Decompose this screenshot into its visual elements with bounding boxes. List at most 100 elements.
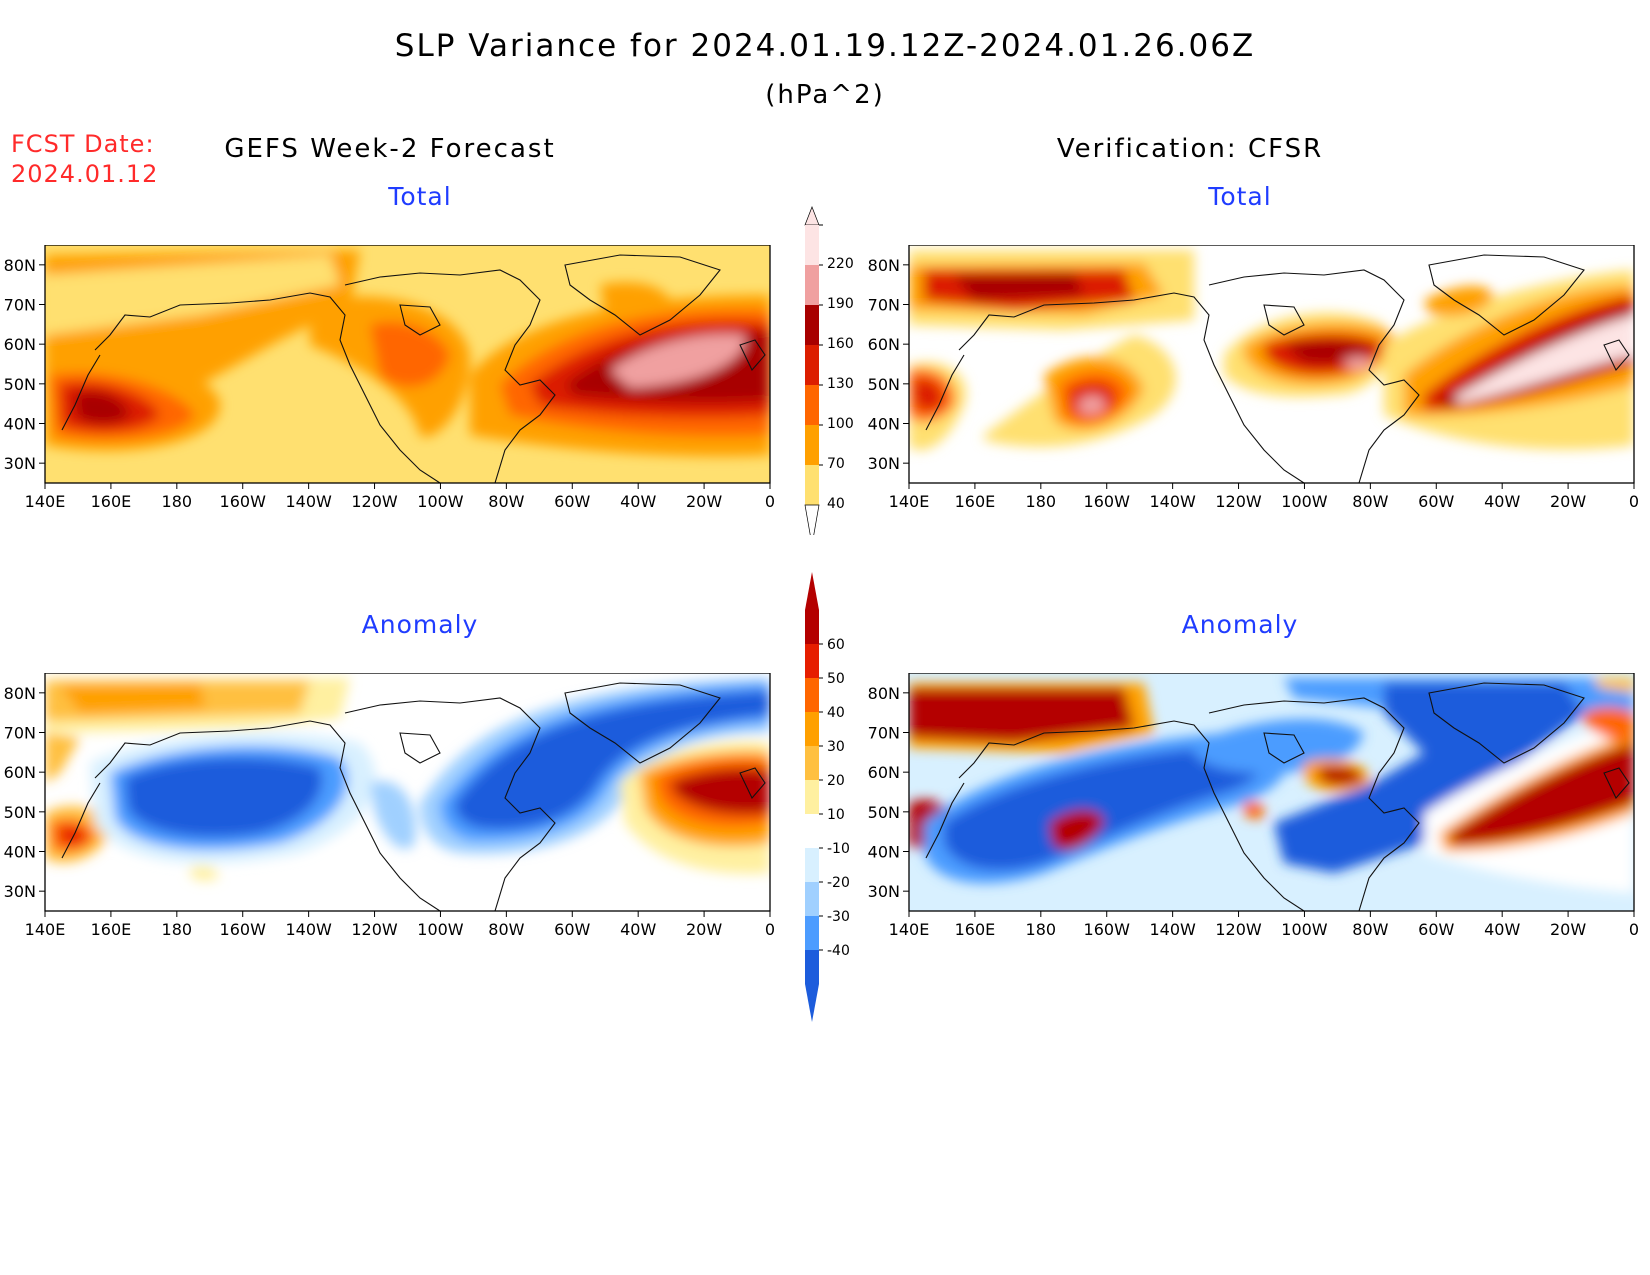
lon-tick-label: 140E xyxy=(25,920,66,939)
lon-axis: 140E 160E 180 160W 140W 120W 100W 80W 60W 40W 20W 0 xyxy=(25,911,775,939)
lon-tick-label: 140E xyxy=(889,492,930,511)
fcst-date-label: FCST Date: xyxy=(11,130,155,158)
colorbar-swatch xyxy=(805,780,819,814)
lon-tick-label: 180 xyxy=(162,920,193,939)
cfsr-total-field xyxy=(909,245,1634,483)
lat-tick-label: 80N xyxy=(868,684,900,703)
lon-tick-label: 0 xyxy=(1629,920,1639,939)
lon-tick-label: 160E xyxy=(955,492,996,511)
lon-tick-label: 180 xyxy=(162,492,193,511)
lat-tick-label: 50N xyxy=(4,803,36,822)
lat-tick-label: 50N xyxy=(4,375,36,394)
lat-tick-label: 60N xyxy=(4,763,36,782)
lon-tick-label: 160W xyxy=(220,920,267,939)
colorbar-swatch xyxy=(805,385,819,425)
lat-tick-label: 60N xyxy=(868,335,900,354)
lon-tick-label: 160E xyxy=(91,492,132,511)
lat-tick-label: 70N xyxy=(4,724,36,743)
lat-tick-label: 80N xyxy=(4,684,36,703)
lon-tick-label: 0 xyxy=(1629,492,1639,511)
lat-tick-label: 40N xyxy=(868,843,900,862)
cfsr-anomaly-panel: 80N 70N 60N 50N 40N 30N 140E 160E 180 160W 140W 12… xyxy=(868,673,1639,939)
lon-tick-label: 40W xyxy=(620,920,656,939)
lat-tick-label: 70N xyxy=(868,296,900,315)
colorbar-swatch xyxy=(805,225,819,265)
colorbar-label: 40 xyxy=(827,496,845,512)
colorbar-swatch xyxy=(805,746,819,780)
lon-tick-label: 120W xyxy=(1215,492,1262,511)
lon-tick-label: 120W xyxy=(351,920,398,939)
lat-tick-label: 40N xyxy=(4,415,36,434)
lat-tick-label: 40N xyxy=(4,843,36,862)
colorbar-swatch xyxy=(805,305,819,345)
colorbar-label: 100 xyxy=(827,416,854,432)
lon-tick-label: 100W xyxy=(417,920,464,939)
colorbar-swatch xyxy=(805,950,819,984)
gefs-total-field xyxy=(45,245,770,483)
colorbar-swatch xyxy=(805,610,819,644)
colorbar-label: 160 xyxy=(827,336,854,352)
lon-tick-label: 140W xyxy=(1149,920,1196,939)
lon-axis: 140E 160E 180 160W 140W 120W 100W 80W 60W 40W 20W 0 xyxy=(889,911,1639,939)
lon-axis: 140E 160E 180 160W 140W 120W 100W 80W 60W 40W 20W 0 xyxy=(889,483,1639,511)
colorbar-label: 190 xyxy=(827,296,854,312)
lat-axis: 80N 70N 60N 50N 40N 30N xyxy=(4,256,45,473)
lat-tick-label: 70N xyxy=(4,296,36,315)
lon-tick-label: 180 xyxy=(1026,920,1057,939)
colorbar-swatch xyxy=(805,678,819,712)
colorbar-swatch xyxy=(805,425,819,465)
lat-tick-label: 80N xyxy=(868,256,900,275)
figure-title: SLP Variance for 2024.01.19.12Z-2024.01.… xyxy=(394,28,1256,64)
right-column-title: Verification: CFSR xyxy=(1056,134,1324,164)
lon-tick-label: 40W xyxy=(1484,920,1520,939)
cfsr-anomaly-field xyxy=(909,673,1634,911)
colorbar-label: 40 xyxy=(827,705,845,721)
colorbar-swatch xyxy=(805,465,819,505)
fcst-date-value: 2024.01.12 xyxy=(11,160,159,188)
lon-tick-label: 160E xyxy=(955,920,996,939)
lon-tick-label: 120W xyxy=(1215,920,1262,939)
colorbar-label: -20 xyxy=(827,875,850,891)
colorbar-label: 130 xyxy=(827,376,854,392)
lon-tick-label: 160E xyxy=(91,920,132,939)
units-label: (hPa^2) xyxy=(765,80,885,110)
lon-tick-label: 20W xyxy=(686,920,722,939)
cfsr-total-subtitle: Total xyxy=(1208,182,1272,211)
colorbar-label: 30 xyxy=(827,739,845,755)
lon-tick-label: 100W xyxy=(417,492,464,511)
coastline-outline xyxy=(61,682,766,911)
lon-tick-label: 20W xyxy=(1550,920,1586,939)
colorbar-swatch xyxy=(805,916,819,950)
gefs-anomaly-subtitle: Anomaly xyxy=(361,610,479,639)
lat-tick-label: 30N xyxy=(868,882,900,901)
lon-tick-label: 40W xyxy=(1484,492,1520,511)
colorbar-arrow-top xyxy=(804,206,820,226)
gefs-anomaly-panel: 80N 70N 60N 50N 40N 30N 140E 160E 180 160W 140W 12… xyxy=(4,673,775,939)
lon-tick-label: 20W xyxy=(1550,492,1586,511)
colorbar-label: 10 xyxy=(827,807,845,823)
gefs-total-subtitle: Total xyxy=(388,182,452,211)
colorbar-arrow-bottom xyxy=(805,984,819,1022)
lon-tick-label: 140W xyxy=(1149,492,1196,511)
lat-tick-label: 40N xyxy=(868,415,900,434)
colorbar-label: 220 xyxy=(827,256,854,272)
colorbar-total: 220 190 160 130 100 70 40 xyxy=(804,206,854,535)
lat-tick-label: 80N xyxy=(4,256,36,275)
colorbar-swatch xyxy=(805,644,819,678)
lon-tick-label: 0 xyxy=(765,920,775,939)
lon-tick-label: 140W xyxy=(285,492,332,511)
colorbar-label: -10 xyxy=(827,841,850,857)
left-column-title: GEFS Week-2 Forecast xyxy=(224,134,556,164)
lat-tick-label: 60N xyxy=(868,763,900,782)
colorbar-label: 50 xyxy=(827,671,845,687)
lat-tick-label: 30N xyxy=(4,882,36,901)
lat-tick-label: 70N xyxy=(868,724,900,743)
lon-tick-label: 120W xyxy=(351,492,398,511)
lat-tick-label: 30N xyxy=(4,454,36,473)
lon-tick-label: 160W xyxy=(1084,492,1131,511)
lon-tick-label: 80W xyxy=(488,492,524,511)
lat-tick-label: 30N xyxy=(868,454,900,473)
lon-tick-label: 100W xyxy=(1281,492,1328,511)
cfsr-anomaly-subtitle: Anomaly xyxy=(1181,610,1299,639)
lon-tick-label: 80W xyxy=(488,920,524,939)
